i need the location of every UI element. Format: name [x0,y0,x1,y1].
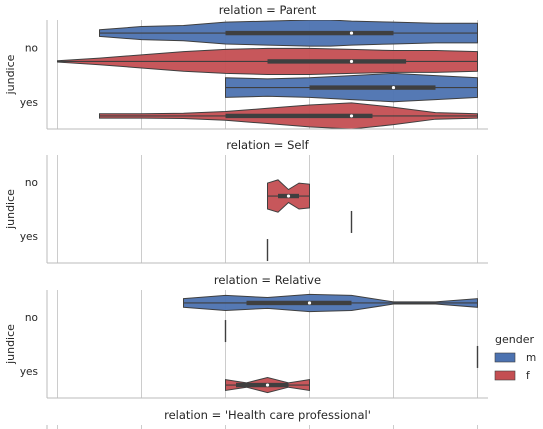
violin-iqr-box [225,113,373,119]
y-axis-label: jundice [4,189,17,230]
violin-median [307,301,312,305]
facet-title: relation = Parent [219,3,317,17]
facet-title: relation = 'Health care professional' [164,408,371,422]
violin-iqr-box [309,85,436,90]
facet-panel-3 [57,425,478,429]
legend-label-m: m [526,352,536,364]
y-tick-label: yes [20,231,38,243]
legend-title: gender [495,333,534,346]
violin-median [391,85,396,90]
violin-iqr-box [236,382,289,388]
y-tick-label: no [25,177,38,189]
y-tick-label: no [25,312,38,324]
y-axis-label: jundice [4,54,17,95]
legend-swatch-f [494,370,516,381]
legend-label-f: f [526,370,530,382]
violin-median [349,31,354,35]
violin-iqr-box [267,59,407,64]
y-axis-label: jundice [4,324,17,365]
violin-median [265,383,270,387]
facet-title: relation = Relative [214,273,321,287]
y-tick-label: no [25,42,38,54]
facet-title: relation = Self [226,138,309,152]
facet-panel-2 [57,290,479,398]
facet-panel-1 [57,155,478,263]
facet-panel-0 [57,20,478,129]
legend-swatch-m [494,352,516,363]
violin-median [349,59,354,64]
violin-iqr-box [225,30,394,36]
violin-iqr-box [246,300,352,306]
y-tick-label: yes [20,366,38,378]
violin-median [349,114,354,118]
violin-median [286,194,291,198]
y-tick-label: yes [20,97,38,109]
